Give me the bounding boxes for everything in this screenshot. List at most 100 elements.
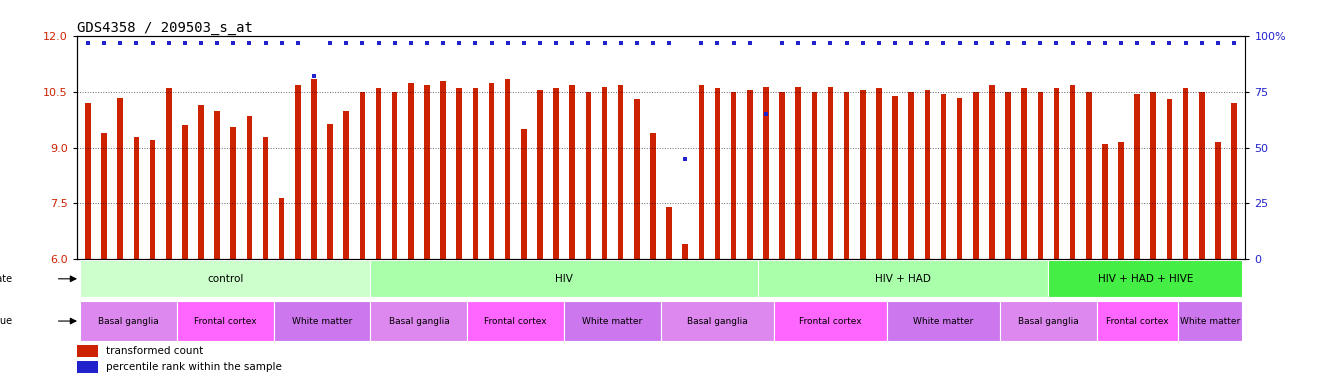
Bar [456, 88, 463, 259]
Bar [1069, 84, 1075, 259]
Bar [1103, 144, 1108, 259]
Bar [1085, 92, 1092, 259]
Bar [924, 90, 931, 259]
Bar [876, 88, 882, 259]
Bar [230, 127, 237, 259]
Bar [957, 98, 962, 259]
Bar [408, 83, 414, 259]
Text: HIV: HIV [555, 274, 574, 284]
Bar [1199, 92, 1204, 259]
Bar [102, 133, 107, 259]
Text: White matter: White matter [914, 316, 973, 326]
Bar [859, 90, 866, 259]
Bar [698, 84, 705, 259]
Bar [586, 92, 591, 259]
Bar [1054, 88, 1059, 259]
Text: Frontal cortex: Frontal cortex [484, 316, 547, 326]
Bar [715, 88, 720, 259]
Bar [79, 260, 370, 297]
Bar [279, 198, 284, 259]
Bar [887, 301, 999, 341]
Bar [1022, 88, 1027, 259]
Bar [796, 86, 801, 259]
Bar [908, 92, 914, 259]
Bar [85, 103, 91, 259]
Bar [134, 137, 139, 259]
Bar [635, 99, 640, 259]
Bar [198, 105, 204, 259]
Bar [77, 361, 98, 372]
Bar [328, 124, 333, 259]
Bar [650, 133, 656, 259]
Bar [812, 92, 817, 259]
Bar [472, 88, 479, 259]
Bar [1166, 99, 1173, 259]
Bar [424, 84, 430, 259]
Bar [1048, 260, 1243, 297]
Bar [666, 207, 672, 259]
Bar [570, 84, 575, 259]
Bar [553, 88, 559, 259]
Bar [311, 79, 317, 259]
Text: HIV + HAD + HIVE: HIV + HAD + HIVE [1097, 274, 1192, 284]
Text: percentile rank within the sample: percentile rank within the sample [106, 362, 282, 372]
Text: Frontal cortex: Frontal cortex [194, 316, 256, 326]
Bar [489, 83, 494, 259]
Bar [973, 92, 978, 259]
Bar [828, 86, 833, 259]
Bar [1038, 92, 1043, 259]
Bar [505, 79, 510, 259]
Bar [467, 301, 564, 341]
Bar [295, 84, 300, 259]
Bar [661, 301, 773, 341]
Bar [779, 92, 785, 259]
Bar [344, 111, 349, 259]
Text: tissue: tissue [0, 316, 12, 326]
Bar [999, 301, 1097, 341]
Text: White matter: White matter [1179, 316, 1240, 326]
Bar [440, 81, 446, 259]
Bar [375, 88, 381, 259]
Text: disease state: disease state [0, 274, 12, 284]
Bar [1118, 142, 1124, 259]
Bar [843, 92, 850, 259]
Bar [1215, 142, 1220, 259]
Text: Frontal cortex: Frontal cortex [1107, 316, 1169, 326]
Bar [758, 260, 1048, 297]
Bar [391, 92, 398, 259]
Bar [617, 84, 624, 259]
Bar [1097, 301, 1178, 341]
Bar [370, 260, 758, 297]
Bar [360, 92, 365, 259]
Bar [989, 84, 994, 259]
Text: Basal ganglia: Basal ganglia [98, 316, 159, 326]
Text: GDS4358 / 209503_s_at: GDS4358 / 209503_s_at [77, 22, 253, 35]
Bar [214, 111, 219, 259]
Text: control: control [208, 274, 243, 284]
Text: HIV + HAD: HIV + HAD [875, 274, 931, 284]
Bar [182, 126, 188, 259]
Text: Basal ganglia: Basal ganglia [1018, 316, 1079, 326]
Bar [941, 94, 947, 259]
Bar [1231, 103, 1237, 259]
Bar [602, 86, 607, 259]
Bar [1134, 94, 1140, 259]
Bar [149, 140, 156, 259]
Bar [682, 244, 687, 259]
Bar [1150, 92, 1157, 259]
Bar [731, 92, 736, 259]
Bar [247, 116, 253, 259]
Text: transformed count: transformed count [106, 346, 204, 356]
Bar [747, 90, 752, 259]
Bar [1183, 88, 1188, 259]
Text: Basal ganglia: Basal ganglia [687, 316, 748, 326]
Bar [564, 301, 661, 341]
Text: White matter: White matter [583, 316, 642, 326]
Bar [177, 301, 274, 341]
Bar [892, 96, 898, 259]
Bar [1178, 301, 1243, 341]
Bar [1005, 92, 1011, 259]
Bar [763, 86, 769, 259]
Bar [370, 301, 467, 341]
Text: White matter: White matter [292, 316, 352, 326]
